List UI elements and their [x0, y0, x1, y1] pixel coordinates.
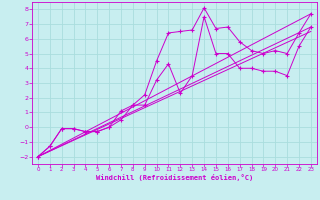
X-axis label: Windchill (Refroidissement éolien,°C): Windchill (Refroidissement éolien,°C)	[96, 174, 253, 181]
